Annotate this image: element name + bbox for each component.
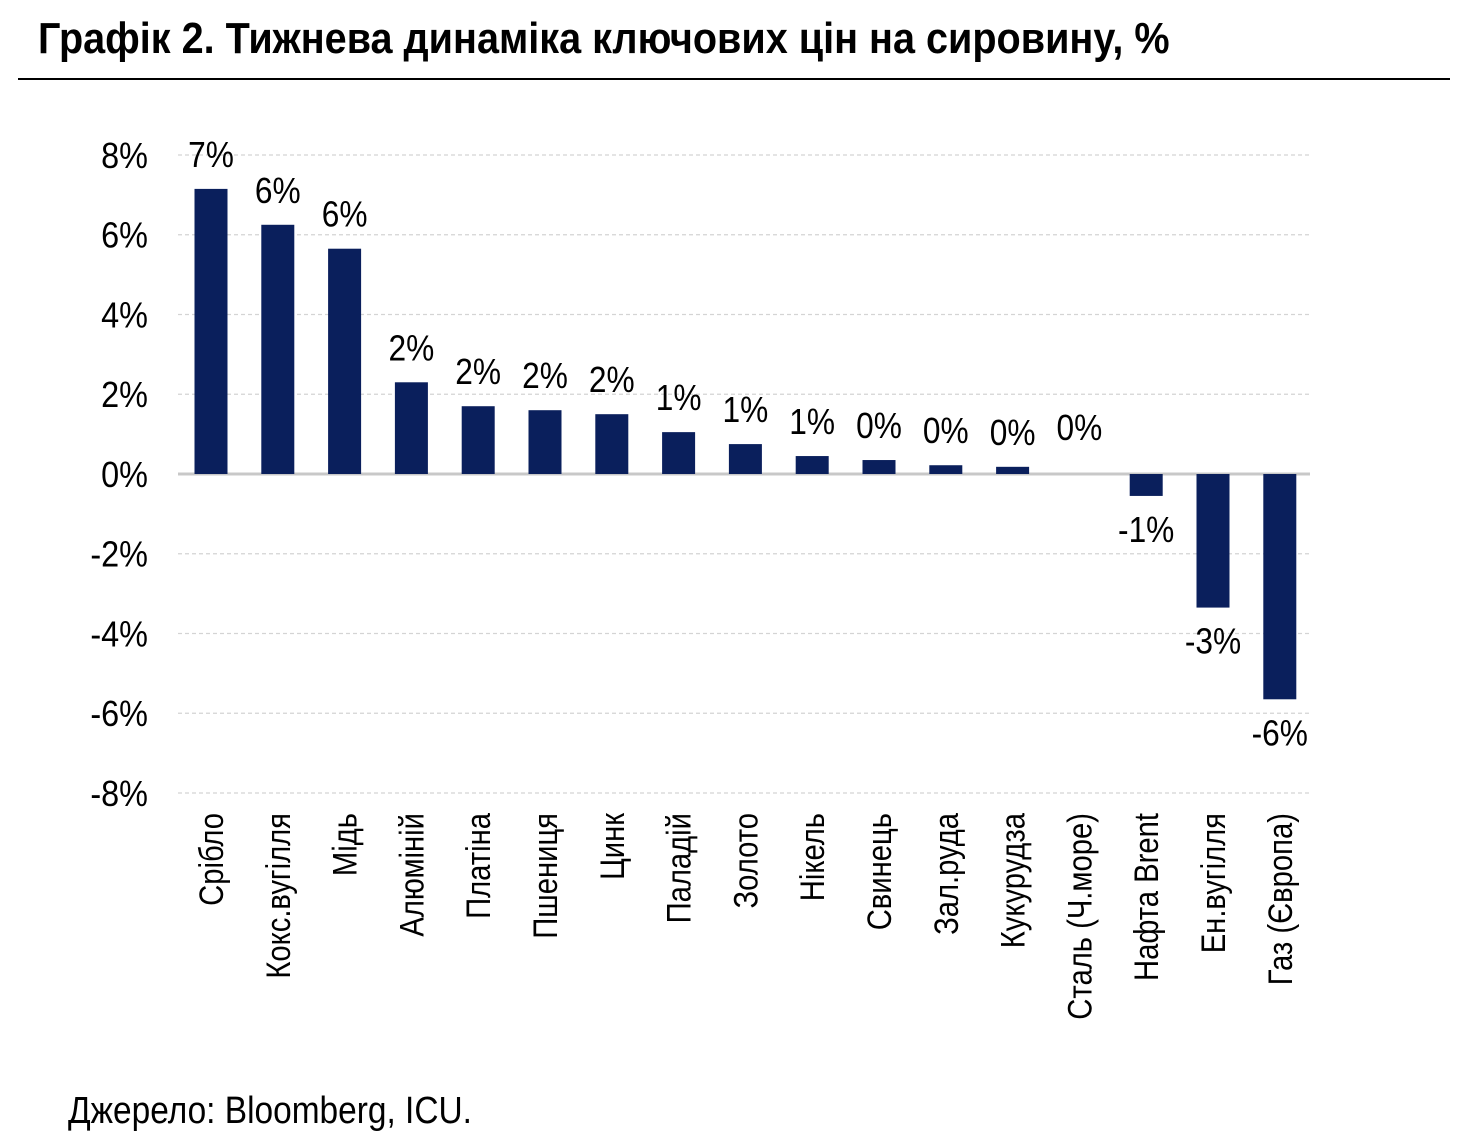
y-tick-label: 0% <box>101 455 148 495</box>
data-label: 7% <box>188 135 234 175</box>
bars <box>194 188 1297 700</box>
bar-7 <box>662 432 696 474</box>
chart-title: Графік 2. Тижнева динаміка ключових цін … <box>38 14 1170 63</box>
category-label: Алюміній <box>392 813 431 937</box>
source-note: Джерело: Bloomberg, ICU. <box>68 1090 472 1132</box>
bar-12 <box>996 466 1030 474</box>
bar-6 <box>595 414 629 474</box>
bar-3 <box>394 382 428 474</box>
data-label: 0% <box>856 406 902 446</box>
data-label: 6% <box>255 171 301 211</box>
bar-8 <box>728 444 762 474</box>
bar-9 <box>795 456 829 474</box>
data-label: 6% <box>322 195 368 235</box>
data-label: 0% <box>923 411 969 451</box>
y-tick-label: -4% <box>90 615 148 655</box>
data-label: 1% <box>723 390 769 430</box>
category-label: Платіна <box>459 813 498 919</box>
category-label: Цинк <box>593 812 632 880</box>
title-underline <box>18 78 1450 80</box>
category-label: Мідь <box>326 813 365 876</box>
category-label: Золото <box>726 813 765 909</box>
category-label: Сталь (Ч.море) <box>1060 813 1099 1020</box>
category-labels: Срібло Кокс.вугілля Мідь Алюміній Платіна Пше… <box>192 812 1299 1020</box>
bar-5 <box>528 410 562 474</box>
category-label: Пшениця <box>526 813 565 939</box>
data-label: -1% <box>1118 510 1174 550</box>
data-label: -6% <box>1252 713 1308 753</box>
category-label: Кокс.вугілля <box>259 813 298 979</box>
y-tick-label: 6% <box>101 216 148 256</box>
category-label: Нафта Brent <box>1127 813 1166 981</box>
data-label: 2% <box>389 328 435 368</box>
category-label: Паладій <box>660 813 699 923</box>
bar-1 <box>261 224 295 474</box>
bar-16 <box>1263 474 1297 700</box>
y-tick-label: -6% <box>90 695 148 735</box>
y-tick-label: -2% <box>90 535 148 575</box>
y-tick-label: 2% <box>101 376 148 416</box>
data-labels: 7% 6% 6% 2% 2% 2% 2% 1% 1% 1% 0% 0% 0% 0% -1% -3% -6% <box>188 135 1308 754</box>
data-label: 0% <box>990 413 1036 453</box>
bar-2 <box>328 248 362 474</box>
category-label: Ен.вугілля <box>1194 813 1233 953</box>
y-tick-label: 4% <box>101 296 148 336</box>
y-tick-label: 8% <box>101 136 148 176</box>
bar-10 <box>862 460 896 474</box>
data-label: 2% <box>455 352 501 392</box>
data-label: 0% <box>1057 408 1103 448</box>
y-axis: 8% 6% 4% 2% 0% -2% -4% -6% -8% <box>90 136 148 814</box>
data-label: 1% <box>656 378 702 418</box>
data-label: 2% <box>589 360 635 400</box>
category-label: Газ (Європа) <box>1261 813 1300 985</box>
data-label: 1% <box>789 402 835 442</box>
bar-11 <box>929 465 963 474</box>
data-label: -3% <box>1185 622 1241 662</box>
category-label: Нікель <box>793 813 832 901</box>
bar-0 <box>194 188 228 475</box>
bar-15 <box>1196 474 1230 608</box>
category-label: Кукурудза <box>994 813 1033 949</box>
category-label: Зал.руда <box>927 813 966 935</box>
category-label: Срібло <box>192 813 231 906</box>
bar-4 <box>461 406 495 474</box>
data-label: 2% <box>522 356 568 396</box>
category-label: Свинець <box>860 813 899 930</box>
y-tick-label: -8% <box>90 774 148 814</box>
bar-14 <box>1129 474 1163 496</box>
